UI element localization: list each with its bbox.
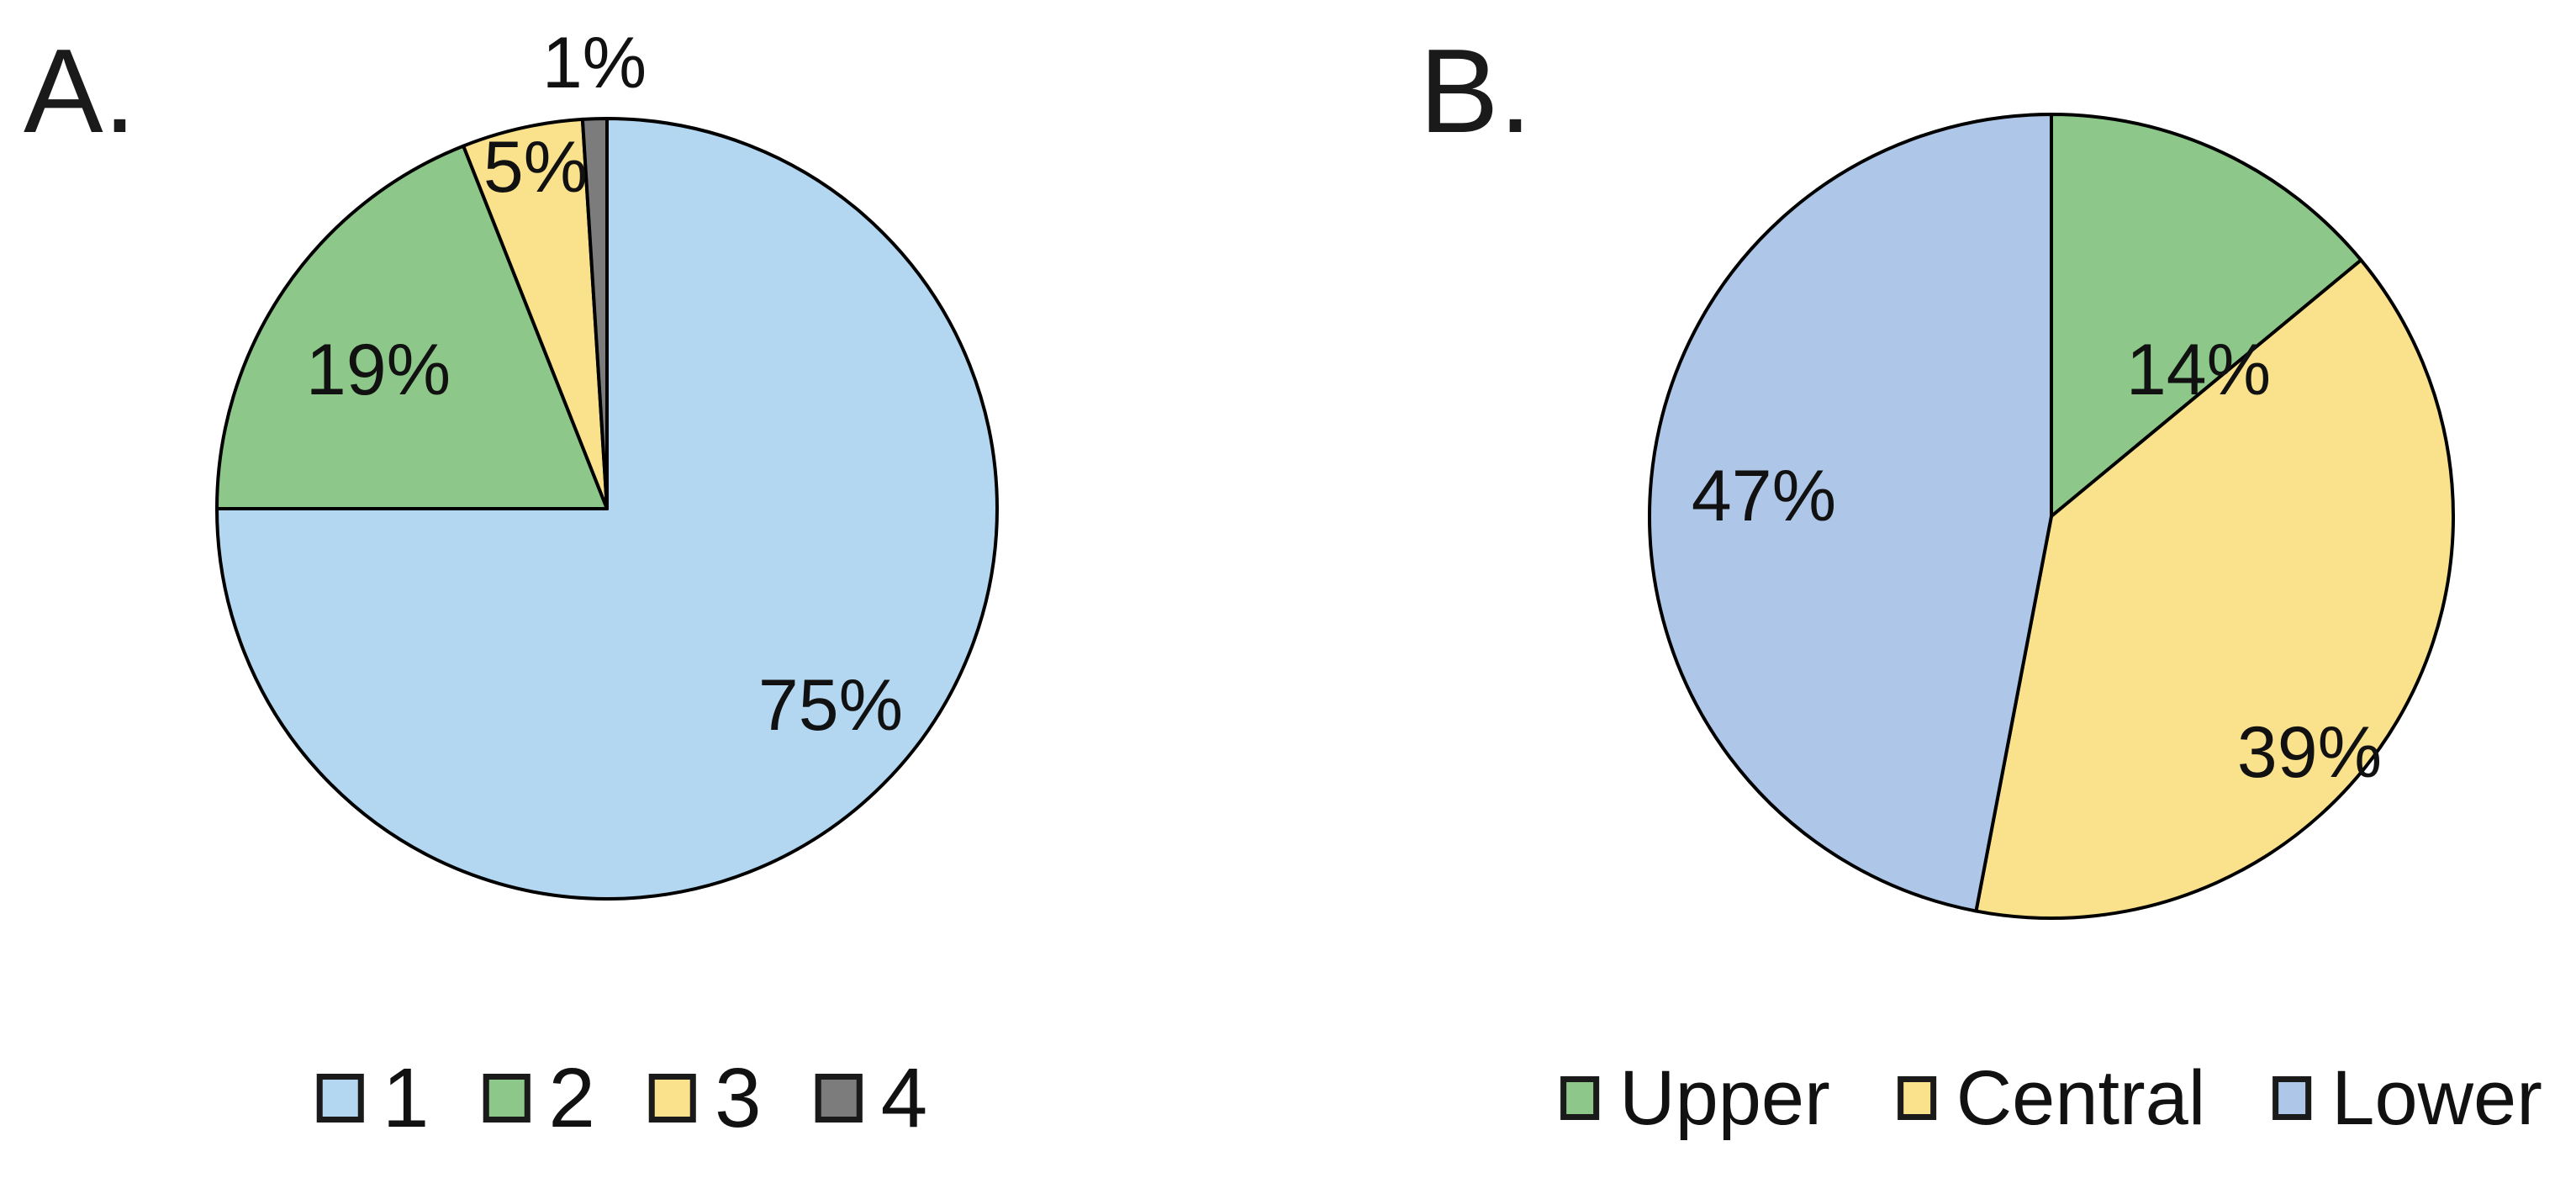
legend-label-A-2: 2 [548,1051,595,1145]
legend-item-B-Lower: Lower [2272,1059,2542,1137]
panel-title-A: A. [24,24,137,158]
legend-swatch-A-2 [483,1074,531,1123]
legend-item-A-2: 2 [483,1056,595,1140]
legend-swatch-A-3 [649,1074,696,1123]
legend-swatch-B-Lower [2272,1076,2312,1120]
slice-label-A-2: 19% [305,330,451,410]
slice-label-A-1: 75% [757,665,904,746]
legend-swatch-A-1 [316,1074,364,1123]
pie-slice-A-4 [580,117,609,510]
legend-item-A-3: 3 [649,1056,762,1140]
legend-item-A-1: 1 [316,1051,430,1145]
slice-label-A-3: 5% [483,127,589,208]
legend-label-B-Lower: Lower [2331,1055,2542,1141]
legend-label-A-4: 4 [880,1051,928,1145]
slice-label-A-4: 1% [541,23,647,103]
legend-label-A-3: 3 [715,1051,762,1145]
legend-label-B-Central: Central [1956,1055,2206,1141]
pie-slice-A-1 [215,117,999,901]
pie-slice-B-Central [1974,258,2455,920]
pie-slice-B-Lower [1648,113,2053,913]
pie-slice-B-Upper [2050,113,2363,518]
pie-slice-A-3 [462,117,609,510]
slice-label-B-Upper: 14% [2125,330,2272,410]
legend-swatch-B-Upper [1560,1076,1600,1120]
legend-label-B-Upper: Upper [1619,1055,1830,1141]
legend-label-A-1: 1 [382,1051,430,1145]
legend-swatch-B-Central [1897,1076,1936,1120]
legend-item-B-Central: Central [1897,1055,2206,1141]
legend-item-A-4: 4 [815,1051,928,1145]
legend-swatch-A-4 [815,1074,863,1123]
slice-label-B-Lower: 47% [1691,456,1837,536]
pie-slice-A-2 [215,144,609,510]
slice-label-B-Central: 39% [2236,712,2383,793]
panel-title-B: B. [1419,24,1533,158]
legend-item-B-Upper: Upper [1560,1059,1830,1137]
legend-B: Upper Central Lower [1560,1058,2542,1138]
